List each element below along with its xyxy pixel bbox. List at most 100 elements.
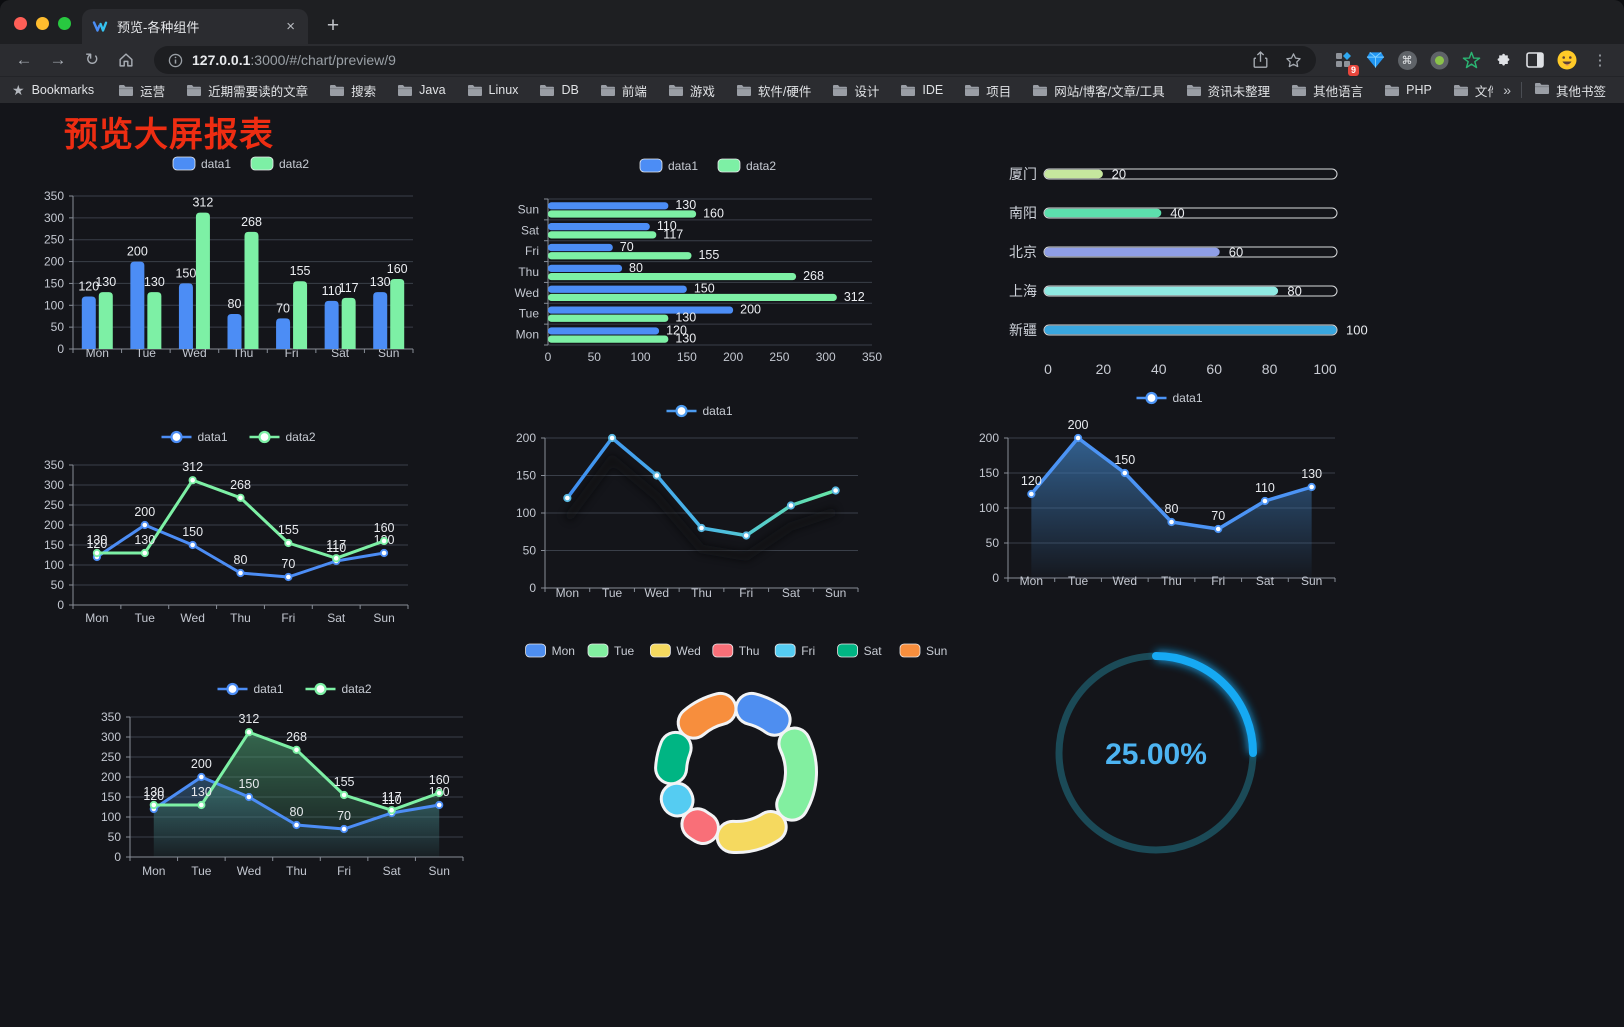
svg-text:Mon: Mon xyxy=(86,346,109,360)
bookmark-folder[interactable]: 设计 xyxy=(832,81,879,100)
svg-text:350: 350 xyxy=(862,350,882,364)
other-bookmarks-folder[interactable]: 其他书签 xyxy=(1534,81,1606,100)
extension-record-icon[interactable] xyxy=(1426,47,1452,73)
window-maximize-button[interactable] xyxy=(58,17,71,30)
address-bar[interactable]: 127.0.0.1:3000/#/chart/preview/9 xyxy=(154,46,1316,74)
tab-strip: 预览-各种组件 × + xyxy=(0,0,1624,44)
bookmark-folder-label: 前端 xyxy=(621,84,647,99)
svg-text:data2: data2 xyxy=(746,159,776,173)
svg-text:Wed: Wed xyxy=(645,586,669,600)
bookmark-folder[interactable]: 近期需要读的文章 xyxy=(186,81,308,100)
chart-city-progress[interactable]: 厦门 20 南阳 40 北京 60 上海 80 新疆 100 0 20 40 60 80 100 xyxy=(985,150,1405,385)
bookmark-folder[interactable]: PHP xyxy=(1384,81,1432,100)
svg-text:150: 150 xyxy=(182,525,203,539)
sidebar-toggle-icon[interactable] xyxy=(1522,47,1548,73)
extension-grid-icon[interactable]: 9 xyxy=(1330,47,1359,76)
bookmark-folder[interactable]: 网站/博客/文章/工具 xyxy=(1032,81,1165,100)
svg-text:Mon: Mon xyxy=(552,644,575,658)
svg-text:60: 60 xyxy=(1206,361,1222,377)
tab-close-icon[interactable]: × xyxy=(286,18,295,35)
svg-text:200: 200 xyxy=(516,431,536,445)
chart-horizontal-bar[interactable]: data1 data2 0 50 100 150 200 250 300 350 Sun 130 160… xyxy=(500,140,930,375)
svg-text:150: 150 xyxy=(175,266,196,280)
reload-button[interactable]: ↻ xyxy=(84,50,100,69)
bookmark-folder-label: IDE xyxy=(922,83,944,97)
bookmark-folder[interactable]: IDE xyxy=(900,81,943,100)
bookmark-folder[interactable]: 前端 xyxy=(600,81,647,100)
extension-star-icon[interactable] xyxy=(1458,47,1484,73)
svg-text:厦门: 厦门 xyxy=(1009,166,1037,182)
bookmark-folder-label: Java xyxy=(419,83,446,97)
svg-text:Tue: Tue xyxy=(135,611,156,625)
svg-text:南阳: 南阳 xyxy=(1009,205,1037,221)
svg-text:Fri: Fri xyxy=(337,864,351,878)
extension-puzzle-icon[interactable] xyxy=(1490,47,1516,73)
share-icon[interactable] xyxy=(1252,51,1269,69)
svg-text:100: 100 xyxy=(979,501,999,515)
browser-tab[interactable]: 预览-各种组件 × xyxy=(82,9,308,44)
svg-text:北京: 北京 xyxy=(1009,244,1037,260)
svg-text:117: 117 xyxy=(326,538,346,552)
svg-text:0: 0 xyxy=(545,350,552,364)
svg-text:110: 110 xyxy=(1255,481,1275,495)
bookmark-folder[interactable]: 软件/硬件 xyxy=(736,81,811,100)
bookmark-folder[interactable]: 资讯未整理 xyxy=(1186,81,1271,100)
new-tab-button[interactable]: + xyxy=(326,14,340,37)
svg-text:Sun: Sun xyxy=(429,864,450,878)
extension-gem-icon[interactable] xyxy=(1362,47,1388,73)
svg-text:Tue: Tue xyxy=(602,586,623,600)
svg-text:312: 312 xyxy=(844,290,865,304)
bookmarks-overflow-button[interactable]: » xyxy=(1503,82,1511,98)
forward-button[interactable]: → xyxy=(49,50,67,69)
svg-text:130: 130 xyxy=(675,332,696,346)
svg-text:120: 120 xyxy=(78,280,99,294)
svg-text:312: 312 xyxy=(182,460,203,474)
bookmark-folder-label: 资讯未整理 xyxy=(1207,84,1271,99)
svg-text:50: 50 xyxy=(523,544,537,558)
chart-donut[interactable]: Mon Tue Wed Thu Fri Sat Sun xyxy=(520,630,950,880)
svg-text:Tue: Tue xyxy=(519,307,540,321)
chart-line-gradient[interactable]: data1 0 50 100 150 200 Mon Tue Wed Thu Fri Sat Sun xyxy=(500,385,930,615)
bookmark-folder[interactable]: 搜索 xyxy=(329,81,376,100)
chart-area-two-series[interactable]: data1 data2 0 50 100 150 200 250 300 350 Mon Tue Wed… xyxy=(95,660,535,890)
bookmark-folder[interactable]: DB xyxy=(539,81,579,100)
bookmark-star-icon[interactable] xyxy=(1285,52,1302,69)
window-close-button[interactable] xyxy=(14,17,27,30)
chart-line-two-series[interactable]: data1 data2 0 50 100 150 200 250 300 350 Mon Tue Wed… xyxy=(40,415,470,640)
svg-text:data2: data2 xyxy=(342,682,372,696)
svg-text:160: 160 xyxy=(429,773,450,787)
svg-text:120: 120 xyxy=(666,323,687,337)
site-info-icon[interactable] xyxy=(168,53,183,68)
svg-text:70: 70 xyxy=(281,557,295,571)
bookmark-folder-label: 网站/博客/文章/工具 xyxy=(1054,84,1165,99)
svg-text:268: 268 xyxy=(230,478,251,492)
bookmark-folder-label: 项目 xyxy=(986,84,1012,99)
bookmark-folder[interactable]: 文件服务器 xyxy=(1453,81,1493,100)
extension-command-icon[interactable]: ⌘ xyxy=(1394,47,1420,73)
browser-menu-icon[interactable]: ⋮ xyxy=(1592,52,1608,69)
bookmark-folder[interactable]: 其他语言 xyxy=(1291,81,1363,100)
back-button[interactable]: ← xyxy=(15,50,33,69)
bookmark-folder[interactable]: 游戏 xyxy=(668,81,715,100)
bookmark-folder[interactable]: 项目 xyxy=(964,81,1011,100)
bookmark-folder[interactable]: Java xyxy=(397,81,446,100)
emoji-extension-icon[interactable] xyxy=(1554,47,1580,73)
bookmark-folder[interactable]: Linux xyxy=(467,81,519,100)
bookmark-folder[interactable]: 运营 xyxy=(118,81,165,100)
svg-text:80: 80 xyxy=(234,553,248,567)
svg-text:data2: data2 xyxy=(286,430,316,444)
chart-grouped-bar[interactable]: data1 data2 0 50 100 150 200 250 300 350 Mon Tue Wed… xyxy=(40,140,470,375)
url-text[interactable]: 127.0.0.1:3000/#/chart/preview/9 xyxy=(192,52,396,68)
svg-text:0: 0 xyxy=(114,850,121,864)
svg-text:data1: data1 xyxy=(1173,391,1203,405)
bookmark-folder-label: Linux xyxy=(488,83,519,97)
svg-text:130: 130 xyxy=(1301,467,1322,481)
home-button[interactable] xyxy=(112,47,140,73)
window-minimize-button[interactable] xyxy=(36,17,49,30)
bookmarks-label[interactable]: Bookmarks xyxy=(31,83,95,97)
chart-gauge-progress[interactable]: 25.00% xyxy=(1040,640,1280,880)
bookmark-folder-list: 运营 近期需要读的文章 搜索 Java Linux DB 前端 游戏 软件/硬件 设计 IDE 项目 网… xyxy=(118,81,1493,100)
svg-text:100: 100 xyxy=(1313,361,1337,377)
svg-text:Wed: Wed xyxy=(676,644,700,658)
